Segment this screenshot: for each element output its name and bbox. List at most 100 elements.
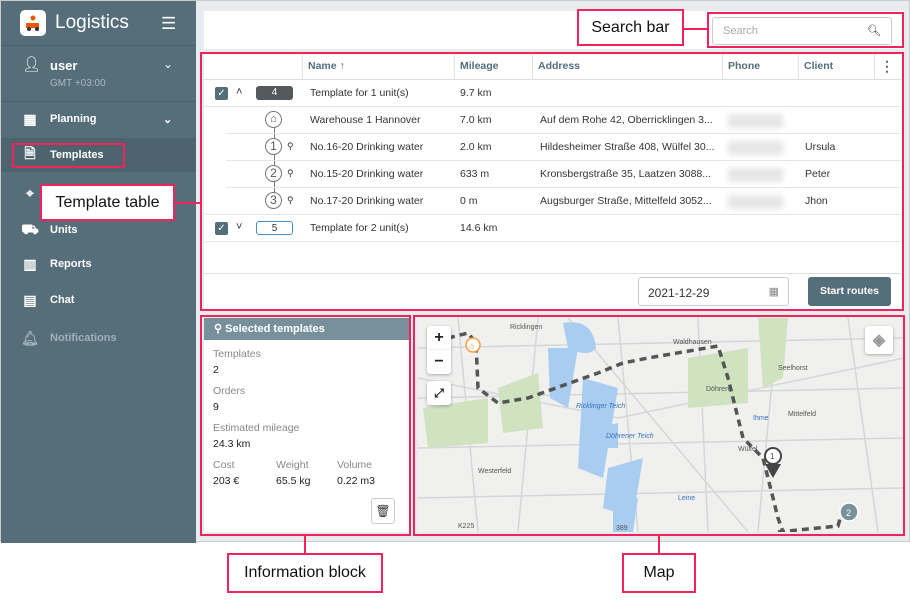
route-connector: [274, 116, 275, 201]
park-area: [423, 318, 788, 448]
order-mileage: 7.0 km: [460, 114, 492, 126]
order-name: No.17-20 Drinking water: [310, 195, 424, 207]
car-icon: ⛟: [21, 220, 39, 237]
expand-icon: ⤢: [434, 385, 444, 400]
delete-button[interactable]: 🗑︎: [371, 498, 395, 524]
user-menu[interactable]: 👤︎ user GMT +03:00 ⌄: [1, 51, 196, 95]
calendar-icon: ▦: [23, 110, 37, 127]
start-routes-button[interactable]: Start routes: [808, 277, 891, 306]
home-icon: ⌂: [469, 341, 474, 351]
checkbox[interactable]: ✓: [215, 222, 228, 235]
map-label: Mittelfeld: [788, 411, 816, 418]
search-highlight: [707, 12, 904, 48]
volume-value: 0.22 m3: [337, 475, 375, 487]
column-mileage[interactable]: Mileage: [454, 54, 532, 80]
column-client[interactable]: Client: [798, 54, 874, 80]
sidebar-item-label: Notifications: [50, 332, 117, 344]
map-label: Seelhorst: [778, 365, 808, 372]
column-address[interactable]: Address: [532, 54, 722, 80]
phone-blurred: [728, 195, 783, 209]
app-title: Logistics: [55, 12, 129, 33]
table-row[interactable]: [204, 188, 901, 215]
chevron-down-icon[interactable]: ˅: [236, 221, 243, 233]
map-pin-icon: ⌖: [26, 184, 34, 201]
calendar-icon: ▦: [768, 286, 779, 298]
order-count-badge: 5: [256, 221, 293, 235]
order-mileage: 633 m: [460, 168, 490, 180]
chart-icon: ▥: [23, 255, 37, 272]
order-count-badge: 4: [256, 86, 293, 100]
cost-label: Cost: [213, 459, 235, 471]
search-icon: 🔍︎: [867, 25, 881, 37]
stop-number: 3: [265, 192, 282, 209]
information-block: ⚲ Selected templates Templates 2 Orders …: [204, 318, 409, 532]
layers-button[interactable]: ◈: [865, 326, 893, 354]
volume-label: Volume: [337, 459, 373, 471]
template-name: Template for 1 unit(s): [310, 87, 409, 99]
annotation-template-table: Template table: [40, 184, 175, 221]
sidebar-item-label: Planning: [50, 113, 97, 125]
stop-marker: [764, 447, 782, 465]
water-area: [548, 322, 643, 532]
map-label: Ricklinger Teich: [576, 403, 625, 410]
table-row[interactable]: ✓ ˄ 4 Template for 1 unit(s) 9.7 km: [204, 80, 901, 107]
annotation-search-bar: Search bar: [577, 9, 684, 46]
column-name[interactable]: Name ↑: [302, 54, 454, 80]
table-row[interactable]: [226, 134, 901, 161]
stop-marker-label: 1: [770, 452, 775, 461]
table-row[interactable]: ✓ ˅ 5 Template for 2 unit(s) 14.6 km: [204, 215, 901, 242]
order-address: Kronsbergstraße 35, Laatzen 3088...: [540, 168, 712, 180]
date-value: 2021-12-29: [648, 286, 710, 300]
order-name: No.16-20 Drinking water: [310, 141, 424, 153]
map[interactable]: Ricklingen Waldhausen Döhren Seelhorst M…: [418, 318, 904, 532]
map-label: Leine: [678, 495, 695, 502]
table-row[interactable]: [226, 161, 901, 188]
table-highlight: [200, 52, 904, 311]
sidebar-item-planning[interactable]: ▦ Planning ⌄: [1, 102, 196, 136]
search-input[interactable]: Search 🔍︎: [712, 17, 892, 45]
sidebar-item-reports[interactable]: ▥ Reports: [1, 247, 196, 281]
bell-icon: 🔔︎: [21, 329, 39, 346]
map-canvas[interactable]: Ricklingen Waldhausen Döhren Seelhorst M…: [418, 318, 904, 532]
map-label: Ricklingen: [510, 324, 542, 331]
logo-icon: [20, 10, 46, 36]
template-mileage: 9.7 km: [460, 87, 492, 99]
selected-templates-icon: ⚲: [214, 323, 226, 335]
map-label: Waldhausen: [673, 339, 712, 346]
map-label: Westerfeld: [478, 468, 511, 475]
order-address: Auf dem Rohe 42, Oberricklingen 3...: [540, 114, 713, 126]
menu-icon[interactable]: ☰: [161, 14, 177, 33]
column-phone[interactable]: Phone: [722, 54, 798, 80]
order-name: Warehouse 1 Hannover: [310, 114, 421, 126]
top-bar: Search 🔍︎: [204, 11, 904, 49]
fullscreen-button[interactable]: ⤢: [427, 381, 451, 405]
trash-icon: 🗑︎: [375, 504, 391, 518]
table-row[interactable]: [226, 107, 901, 134]
zoom-in-button[interactable]: +: [427, 326, 451, 350]
user-icon: 👤︎: [22, 56, 42, 73]
order-client: Ursula: [805, 141, 836, 153]
pin-icon: ⚲: [287, 168, 294, 178]
sidebar-item-units[interactable]: ⛟ Units: [1, 213, 196, 247]
sidebar-item-notifications[interactable]: 🔔︎ Notifications: [1, 321, 196, 355]
table-footer: 2021-12-29 ▦ Start routes: [204, 273, 901, 309]
template-name: Template for 2 unit(s): [310, 222, 409, 234]
sidebar-item-chat[interactable]: ▤ Chat: [1, 283, 196, 317]
sidebar-item-routes[interactable]: ⌖: [1, 176, 196, 210]
warehouse-marker: [465, 337, 481, 353]
templates-highlight: [12, 143, 125, 168]
date-picker[interactable]: 2021-12-29 ▦: [638, 277, 789, 306]
more-icon[interactable]: ⋮: [874, 54, 901, 80]
info-highlight: [200, 315, 411, 536]
map-label: 389: [616, 525, 628, 532]
weight-label: Weight: [276, 459, 309, 471]
checkbox[interactable]: ✓: [215, 87, 228, 100]
chevron-up-icon[interactable]: ˄: [236, 86, 243, 98]
orders-label: Orders: [213, 385, 246, 397]
stop-number: 2: [265, 165, 282, 182]
templates-label: Templates: [213, 348, 261, 360]
order-address: Augsburger Straße, Mittelfeld 3052...: [540, 195, 712, 207]
zoom-out-button[interactable]: −: [427, 350, 451, 374]
mileage-label: Estimated mileage: [213, 422, 300, 434]
orders-value: 9: [213, 401, 219, 413]
